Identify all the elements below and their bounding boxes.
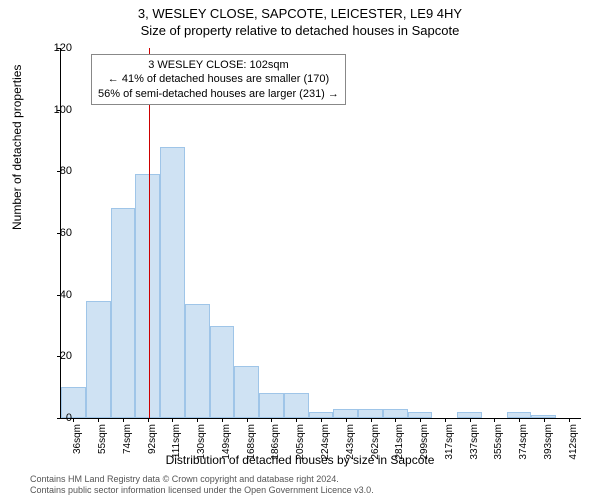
xtick-mark [395,418,396,422]
xtick-mark [197,418,198,422]
histogram-bar [358,409,383,418]
xtick-mark [321,418,322,422]
xtick-mark [172,418,173,422]
xtick-mark [271,418,272,422]
xtick-mark [544,418,545,422]
histogram-bar [210,326,235,419]
xtick-label: 205sqm [295,424,306,464]
page-subtitle: Size of property relative to detached ho… [0,21,600,38]
xtick-label: 36sqm [72,424,83,464]
xtick-label: 317sqm [444,424,455,464]
callout-box: 3 WESLEY CLOSE: 102sqm← 41% of detached … [91,54,346,105]
histogram-bar [61,387,86,418]
xtick-mark [296,418,297,422]
xtick-mark [148,418,149,422]
histogram-bar [86,301,111,418]
xtick-label: 393sqm [543,424,554,464]
callout-line: ← 41% of detached houses are smaller (17… [98,72,339,86]
histogram-bar [333,409,358,418]
xtick-mark [73,418,74,422]
xtick-label: 299sqm [419,424,430,464]
xtick-label: 412sqm [568,424,579,464]
histogram-bar [111,208,136,418]
ytick-label: 0 [66,412,72,424]
histogram-bar [284,393,309,418]
page-title: 3, WESLEY CLOSE, SAPCOTE, LEICESTER, LE9… [0,0,600,21]
xtick-label: 168sqm [246,424,257,464]
histogram-bar [234,366,259,418]
xtick-mark [445,418,446,422]
xtick-label: 262sqm [370,424,381,464]
xtick-label: 111sqm [171,424,182,464]
ytick-mark [57,418,61,419]
callout-line: 56% of semi-detached houses are larger (… [98,87,339,101]
xtick-mark [371,418,372,422]
histogram-bar [383,409,408,418]
xtick-label: 337sqm [469,424,480,464]
ytick-label: 20 [60,350,72,362]
attribution-line: Contains HM Land Registry data © Crown c… [30,474,374,485]
xtick-mark [494,418,495,422]
xtick-label: 281sqm [394,424,405,464]
ytick-label: 80 [60,165,72,177]
xtick-label: 243sqm [345,424,356,464]
histogram-bar [135,174,160,418]
xtick-label: 186sqm [270,424,281,464]
ytick-label: 40 [60,289,72,301]
xtick-label: 355sqm [493,424,504,464]
histogram-bar [185,304,210,418]
xtick-mark [346,418,347,422]
attribution: Contains HM Land Registry data © Crown c… [30,474,374,496]
xtick-label: 74sqm [122,424,133,464]
callout-line: 3 WESLEY CLOSE: 102sqm [98,58,339,72]
xtick-label: 374sqm [518,424,529,464]
xtick-label: 224sqm [320,424,331,464]
histogram-bar [160,147,185,418]
y-axis-label: Number of detached properties [10,65,24,230]
ytick-label: 100 [54,104,72,116]
ytick-label: 60 [60,227,72,239]
xtick-mark [519,418,520,422]
xtick-mark [123,418,124,422]
xtick-mark [247,418,248,422]
plot-area: 3 WESLEY CLOSE: 102sqm← 41% of detached … [60,48,581,419]
attribution-line: Contains public sector information licen… [30,485,374,496]
xtick-mark [470,418,471,422]
xtick-label: 130sqm [196,424,207,464]
xtick-label: 55sqm [97,424,108,464]
xtick-mark [222,418,223,422]
xtick-mark [420,418,421,422]
ytick-label: 120 [54,42,72,54]
xtick-mark [98,418,99,422]
xtick-mark [569,418,570,422]
xtick-label: 92sqm [147,424,158,464]
chart: 3 WESLEY CLOSE: 102sqm← 41% of detached … [60,48,580,418]
histogram-bar [259,393,284,418]
xtick-label: 149sqm [221,424,232,464]
